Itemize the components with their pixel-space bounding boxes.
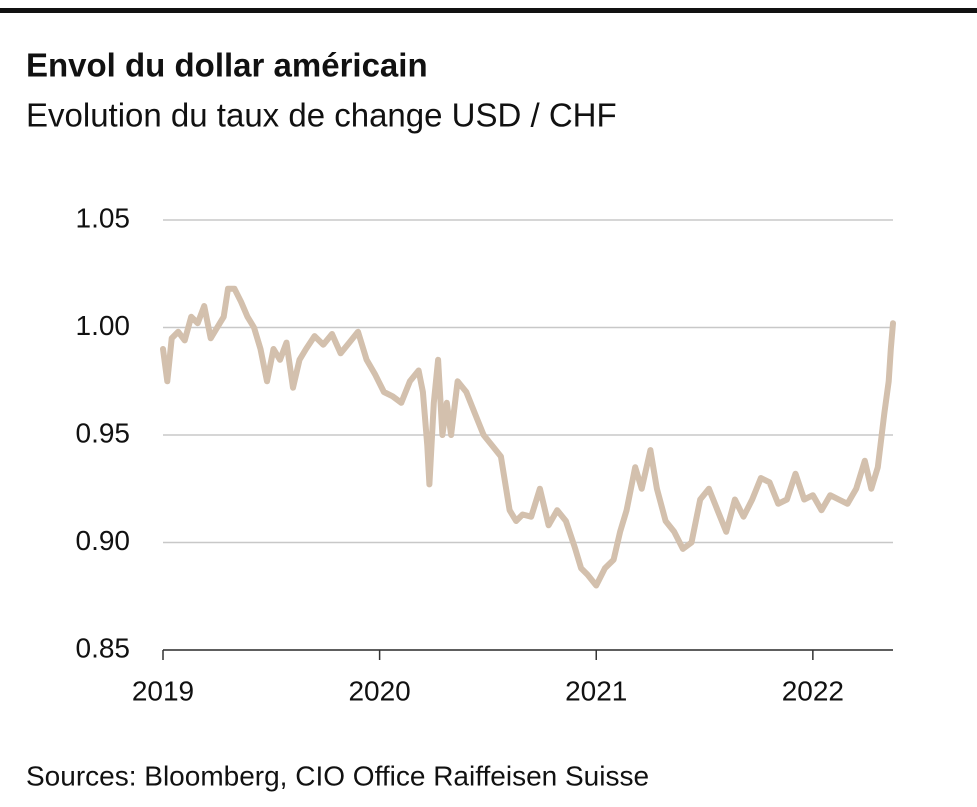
x-tick-label: 2020 bbox=[348, 675, 410, 706]
chart-subtitle: Evolution du taux de change USD / CHF bbox=[26, 97, 617, 134]
y-tick-label: 0.85 bbox=[76, 632, 131, 663]
y-tick-label: 1.00 bbox=[76, 310, 131, 341]
y-tick-label: 0.95 bbox=[76, 417, 131, 448]
x-tick-label: 2022 bbox=[782, 675, 844, 706]
chart-title: Envol du dollar américain bbox=[26, 47, 428, 84]
y-tick-label: 1.05 bbox=[76, 202, 131, 233]
data-line bbox=[160, 285, 896, 589]
y-tick-label: 0.90 bbox=[76, 525, 131, 556]
x-tick-label: 2019 bbox=[132, 675, 194, 706]
source-note: Sources: Bloomberg, CIO Office Raiffeise… bbox=[26, 760, 649, 791]
x-tick-label: 2021 bbox=[565, 675, 627, 706]
top-rule bbox=[0, 8, 977, 13]
